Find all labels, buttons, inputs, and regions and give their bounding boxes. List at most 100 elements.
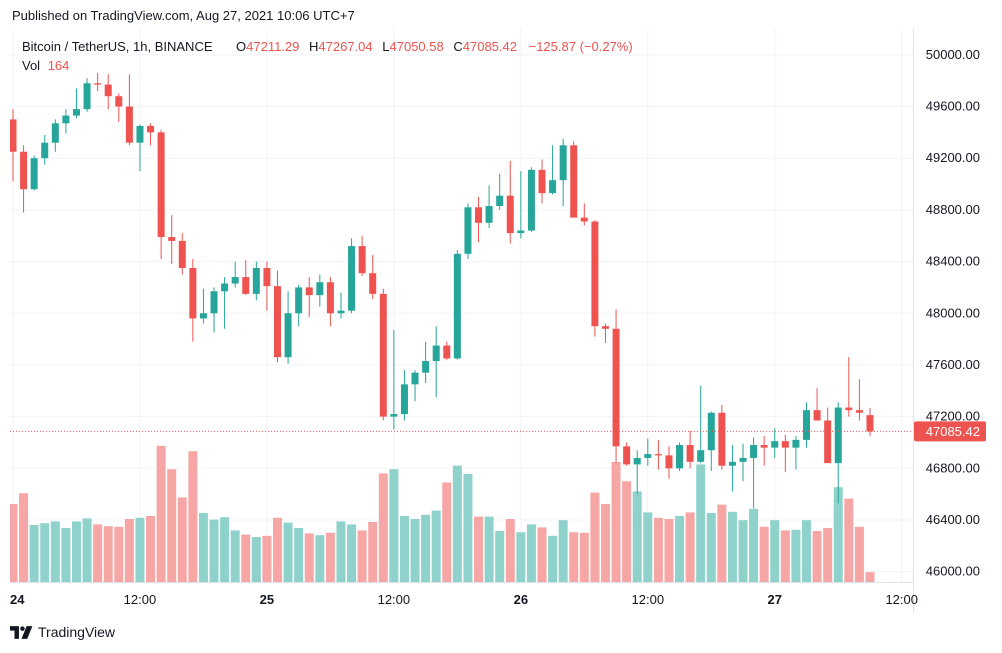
candle-body [72,109,80,116]
candle [697,385,705,464]
volume-bar [156,445,166,582]
candle-body [30,158,38,190]
candle-body [199,313,207,319]
volume-bar [844,498,854,582]
volume-bar [749,508,759,582]
candle [20,145,28,213]
candle-body [41,142,49,159]
volume-bar [548,535,558,582]
candle [115,93,123,123]
candle-body [803,410,810,440]
candle [549,145,557,195]
candle [580,203,588,226]
candle [422,341,430,384]
published-label: Published on TradingView.com, Aug 27, 20… [12,8,355,23]
time-axis: 24 12:00 25 12:00 26 12:00 27 12:00 [10,592,918,607]
candle [866,407,874,436]
candle-body [295,287,303,314]
candle [348,238,356,314]
candle [538,159,546,204]
candle [147,123,155,146]
volume-bar [653,517,663,582]
candle-body [83,83,91,110]
volume-bar [579,532,589,582]
candle [305,277,313,318]
volume-bar [442,482,452,582]
volume-bar [378,473,388,582]
candle-body [178,240,186,269]
candle-body [390,414,398,417]
candle-body [538,169,546,194]
candle-body [517,230,525,234]
volume-bar [770,520,780,582]
volume-bar [294,528,304,582]
candle [62,109,70,134]
candle [781,434,789,473]
volume-bar [220,517,230,582]
candle [94,72,102,92]
candle [612,309,620,464]
candle [274,270,281,363]
candle-body [813,410,821,421]
candlestick-chart[interactable]: 46000.00 46400.00 46800.00 47200.00 47600.00… [8,29,991,612]
volume-bar [146,516,156,582]
candle-body [20,151,28,190]
volume-bar [463,474,473,582]
candle [210,287,218,333]
candle-body [464,207,472,254]
volume-bar [622,481,632,582]
candle [527,167,535,232]
candle-body [845,407,853,411]
candle [601,323,609,343]
candle-body [242,277,250,294]
volume-bar [325,532,335,582]
volume-bars [8,445,875,582]
time-tick-label: 25 [260,592,274,607]
candle-body [284,313,292,358]
candle-body [633,457,641,465]
candle [771,428,779,458]
legend-open-label: O [236,39,246,54]
volume-bar [103,526,113,582]
volume-bar [29,525,39,582]
legend-open-value: 47211.29 [246,39,299,54]
price-tick-label: 46800.00 [926,460,980,475]
candle [284,291,292,364]
volume-bar [505,519,515,582]
volume-bar [675,516,685,582]
candle-body [612,328,620,447]
volume-bar [738,520,748,582]
candle [178,233,186,275]
candle [496,173,504,210]
candle-body [866,415,874,432]
candle [686,430,694,469]
candle [728,445,736,492]
candle [30,155,38,191]
candle-body [369,273,377,294]
candle-body [834,407,842,464]
legend-volume: Vol 164 [22,58,69,73]
volume-bar [474,516,484,582]
time-tick-label: 12:00 [124,592,157,607]
volume-bar [431,510,441,582]
volume-bar [114,526,124,582]
candle [644,438,652,466]
tradingview-logo[interactable]: TradingView [10,624,115,640]
candle-body [274,286,281,358]
candle [485,185,493,228]
candle [199,288,207,324]
candle [168,215,176,265]
volume-bar [209,519,219,582]
candle [654,439,662,470]
volume-bar [823,528,833,582]
candle-body [697,450,705,462]
volume-bar [336,521,346,582]
volume-bar [537,527,547,582]
candle-body [644,454,652,458]
candle [855,379,863,421]
candle [475,196,483,243]
candle-body [771,441,779,448]
chart-frame[interactable]: 46000.00 46400.00 46800.00 47200.00 47600.00… [8,29,991,612]
candle-body [601,326,609,329]
candle [390,330,398,430]
